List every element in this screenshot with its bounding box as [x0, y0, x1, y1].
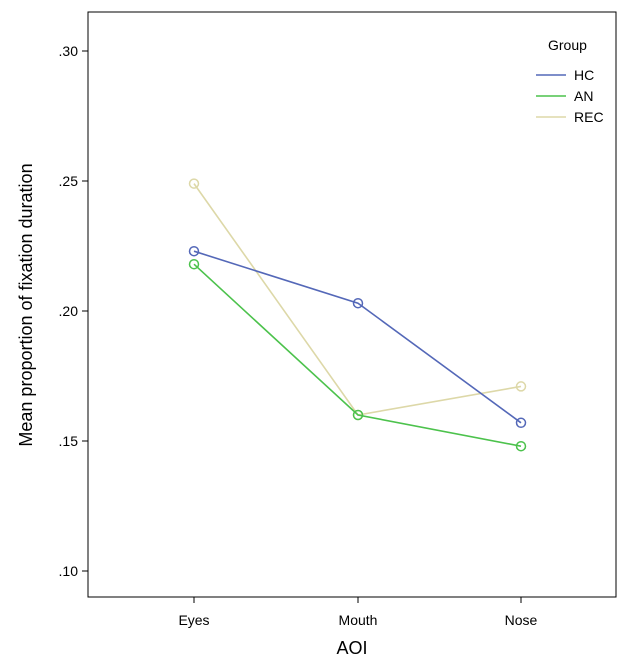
- y-tick-label: .10: [59, 563, 79, 579]
- legend: Group HC AN REC: [536, 37, 604, 125]
- legend-label-an: AN: [574, 88, 593, 104]
- x-axis: Eyes Mouth Nose: [178, 597, 538, 628]
- x-tick-label: Nose: [505, 612, 538, 628]
- data-point-rec-eyes: [188, 178, 200, 189]
- data-point-hc-nose: [515, 417, 527, 429]
- plot-frame: [87, 11, 617, 598]
- legend-label-rec: REC: [574, 109, 604, 125]
- y-tick-label: .20: [59, 303, 79, 319]
- x-axis-title: AOI: [336, 638, 367, 658]
- series-line-hc: [193, 250, 522, 424]
- y-axis-title: Mean proportion of fixation duration: [16, 163, 36, 446]
- legend-label-hc: HC: [574, 67, 594, 83]
- series-line-an: [193, 263, 522, 447]
- data-point-an-mouth: [352, 409, 364, 421]
- y-axis: .10 .15 .20 .25 .30: [59, 43, 88, 579]
- legend-title: Group: [548, 37, 587, 53]
- data-point-hc-eyes: [188, 245, 200, 257]
- y-tick-label: .15: [59, 433, 79, 449]
- legend-items: HC AN REC: [536, 67, 604, 125]
- y-tick-label: .30: [59, 43, 79, 59]
- x-tick-label: Eyes: [178, 612, 209, 628]
- x-tick-label: Mouth: [339, 612, 378, 628]
- data-point-an-eyes: [188, 258, 200, 270]
- series-layer: [188, 178, 527, 452]
- data-point-an-nose: [515, 440, 527, 452]
- data-point-rec-nose: [515, 381, 527, 392]
- y-tick-label: .25: [59, 173, 79, 189]
- data-point-hc-mouth: [352, 297, 364, 309]
